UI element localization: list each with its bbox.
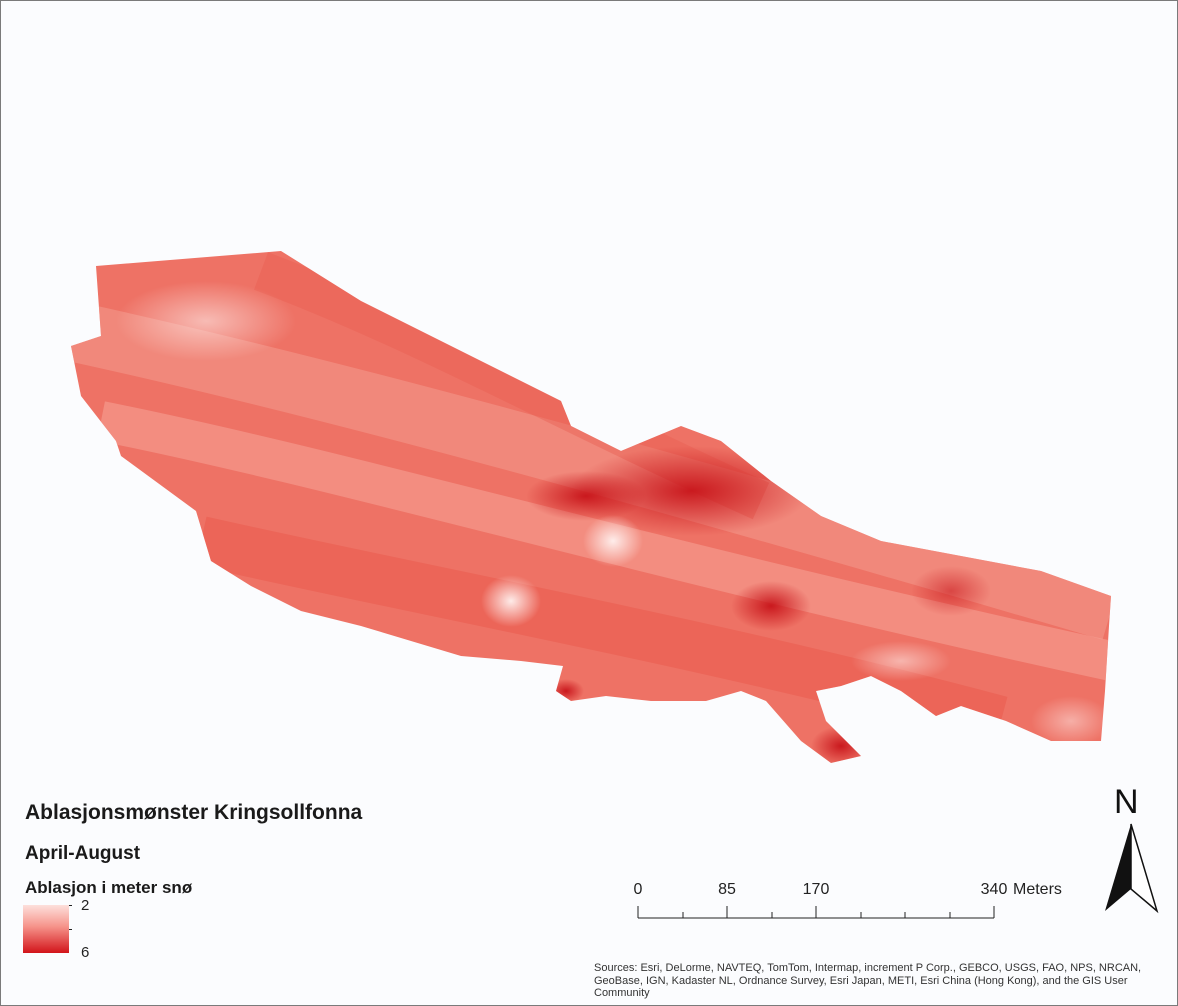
legend-max-label: 2 (81, 897, 90, 914)
legend-tick-high (69, 905, 72, 906)
map-title: Ablasjonsmønster Kringsollfonna (25, 801, 363, 824)
scale-label-0: 0 (633, 881, 643, 898)
scale-label-85: 85 (718, 881, 736, 898)
map-subtitle: April-August (25, 843, 141, 864)
scale-label-340: 340 (980, 881, 1008, 898)
legend-color-ramp (23, 905, 69, 953)
legend-title: Ablasjon i meter snø (25, 878, 193, 897)
scale-bar (637, 906, 995, 919)
north-arrow-icon (1105, 823, 1159, 914)
legend-min-label: 6 (81, 944, 90, 961)
legend-tick-mid (69, 929, 72, 930)
scale-label-170: 170 (802, 881, 830, 898)
north-letter: N (1114, 783, 1139, 821)
attribution-text: Sources: Esri, DeLorme, NAVTEQ, TomTom, … (594, 962, 1142, 999)
scale-unit-label: Meters (1013, 881, 1062, 898)
